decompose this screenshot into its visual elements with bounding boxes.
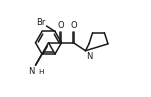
Text: O: O [57, 21, 64, 30]
Text: H: H [39, 69, 44, 75]
Text: Br: Br [36, 18, 46, 27]
Text: N: N [87, 52, 93, 61]
Text: O: O [70, 21, 77, 30]
Text: N: N [28, 67, 34, 76]
